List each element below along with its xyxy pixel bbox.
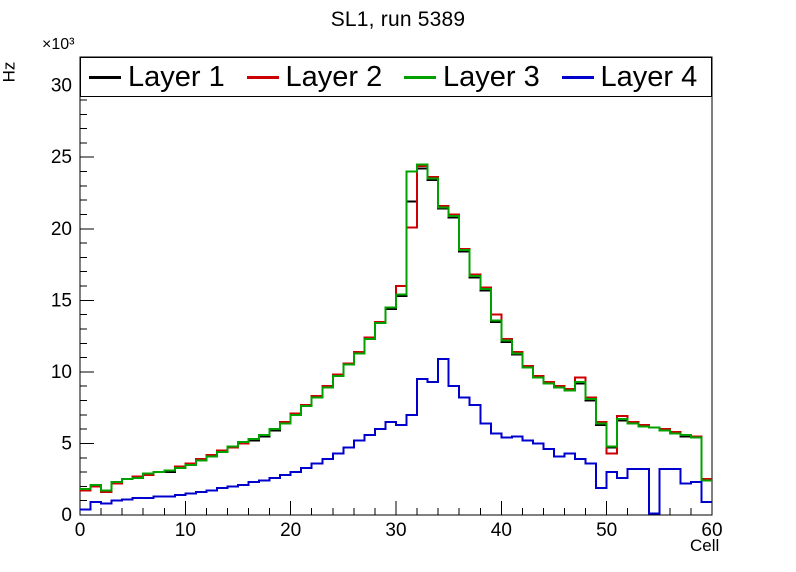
x-tick-label: 10 [175,520,196,541]
series-layer-3 [80,163,712,492]
y-tick-label: 20 [51,219,72,240]
y-tick-label: 15 [51,290,72,311]
y-tick-label: 30 [51,76,72,97]
x-tick-label: 30 [385,520,406,541]
legend-entry: Layer 2 [239,60,397,93]
legend-entry: Layer 1 [81,60,239,93]
y-tick-label: 0 [61,505,72,526]
legend-line-marker [561,75,594,79]
y-axis-multiplier: ×10³ [42,36,75,53]
legend-line-marker [246,75,279,79]
y-tick-label: 25 [51,147,72,168]
x-tick-label: 60 [701,520,722,541]
series-layer-4 [80,357,712,515]
legend: Layer 1 Layer 2 Layer 3 Layer 4 [80,57,712,97]
legend-line-marker [89,75,121,79]
x-tick-label: 0 [75,520,86,541]
x-tick-label: 20 [280,520,301,541]
chart-title: SL1, run 5389 [330,8,466,31]
y-tick-label: 5 [61,433,72,454]
x-tick-label: 50 [596,520,617,541]
legend-entry: Layer 3 [396,60,554,93]
legend-label: Layer 3 [443,60,540,93]
legend-label: Layer 1 [128,60,225,93]
y-tick-label: 10 [51,362,72,383]
x-tick-label: 40 [491,520,512,541]
legend-entry: Layer 4 [554,60,712,93]
legend-label: Layer 2 [285,60,383,93]
legend-line-marker [404,75,436,79]
x-axis-title: Cell [690,536,720,555]
legend-label: Layer 4 [600,60,698,93]
